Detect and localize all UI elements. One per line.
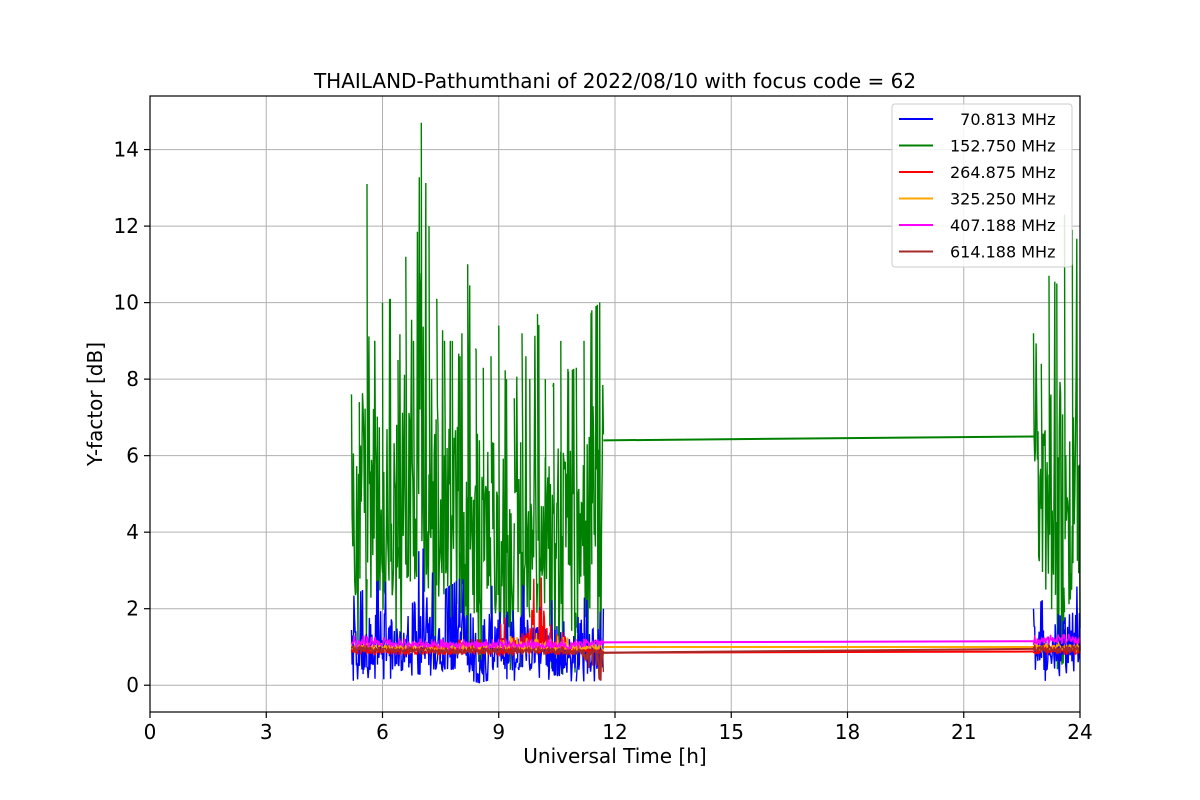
legend-box (891, 103, 1073, 268)
series-line (397, 334, 407, 645)
series-line (556, 621, 577, 682)
series-line (603, 647, 1034, 654)
legend: 70.813 MHz 152.750 MHz 264.875 MHz 325.250 … (891, 103, 1073, 268)
series-line (459, 639, 500, 651)
series-line (412, 177, 422, 580)
series-line (575, 648, 605, 682)
y-tick-label: 8 (126, 367, 139, 391)
series-line (482, 367, 492, 615)
y-tick-label: 12 (114, 214, 139, 238)
y-tick-label: 14 (114, 138, 139, 162)
series-line (459, 333, 469, 655)
y-tick-label: 2 (126, 597, 139, 621)
x-tick-label: 0 (144, 720, 157, 744)
series-line (603, 640, 1034, 644)
series-line (536, 314, 546, 620)
legend-label: 407.188 MHz (950, 216, 1055, 235)
series-line (381, 643, 422, 656)
series-line (544, 379, 554, 669)
series-line (536, 646, 577, 656)
x-axis-label: Universal Time [h] (523, 744, 706, 768)
series-4 (350, 633, 1081, 652)
series-line (490, 356, 500, 614)
series-line (575, 637, 605, 649)
series-line (381, 581, 403, 680)
series-line (1032, 333, 1042, 562)
series-line (1063, 586, 1081, 674)
y-tick-label: 10 (114, 291, 139, 315)
series-line (521, 333, 531, 618)
series-line (350, 394, 360, 654)
series-line (498, 639, 538, 650)
series-5 (350, 643, 1081, 682)
series-line (358, 393, 368, 641)
grid (149, 96, 1081, 712)
series-line (401, 551, 422, 676)
series-line (467, 264, 477, 655)
series-line (1040, 363, 1050, 590)
series-line (591, 302, 605, 655)
series-line (560, 340, 570, 675)
series-line (389, 298, 399, 642)
series-line (350, 589, 364, 681)
series-line (439, 578, 461, 673)
plot-data (350, 122, 1081, 684)
legend-label: 152.750 MHz (950, 137, 1055, 156)
series-line (498, 623, 504, 658)
series-line (405, 256, 415, 582)
series-line (420, 639, 461, 652)
series-line (436, 298, 446, 597)
legend-label: 264.875 MHz (950, 163, 1055, 182)
series-line (536, 639, 577, 650)
legend-label: 614.188 MHz (950, 243, 1055, 262)
series-line (1032, 644, 1081, 656)
x-tick-label: 12 (602, 720, 627, 744)
x-tick-label: 3 (260, 720, 273, 744)
y-axis-label: Y-factor [dB] (83, 342, 107, 467)
series-line (1048, 275, 1058, 610)
x-tick-label: 18 (835, 720, 860, 744)
series-line (366, 183, 376, 598)
series-line (529, 335, 539, 613)
x-tick-label: 24 (1067, 720, 1092, 744)
series-line (1071, 229, 1081, 628)
series-line (459, 579, 480, 683)
chart-title: THAILAND-Pathumthani of 2022/08/10 with … (313, 69, 916, 93)
legend-label: 325.250 MHz (950, 190, 1055, 209)
series-line (420, 122, 430, 592)
series-line (451, 340, 461, 605)
legend-label: 70.813 MHz (950, 110, 1055, 129)
series-line (350, 644, 384, 655)
x-tick-label: 21 (951, 720, 976, 744)
y-tick-label: 6 (126, 444, 139, 468)
x-tick-label: 6 (376, 720, 389, 744)
series-line (381, 637, 422, 650)
series-line (1063, 214, 1073, 605)
series-line (536, 600, 558, 680)
x-tick-label: 15 (719, 720, 744, 744)
series-line (420, 646, 461, 656)
y-tick-label: 0 (126, 673, 139, 697)
series-line (381, 642, 422, 657)
series-line (567, 368, 577, 673)
series-line (517, 583, 539, 671)
series-line (381, 299, 391, 610)
series-line (1032, 633, 1081, 646)
series-line (459, 644, 500, 656)
series-line (498, 325, 508, 663)
series-line (513, 376, 523, 668)
series-line (575, 367, 585, 633)
series-line (1056, 283, 1066, 670)
x-tick-label: 9 (492, 720, 505, 744)
series-line (474, 348, 484, 671)
y-tick-label: 4 (126, 520, 139, 544)
series-line (603, 435, 1034, 442)
series-line (552, 382, 562, 675)
series-line (350, 635, 384, 650)
series-line (374, 340, 384, 611)
